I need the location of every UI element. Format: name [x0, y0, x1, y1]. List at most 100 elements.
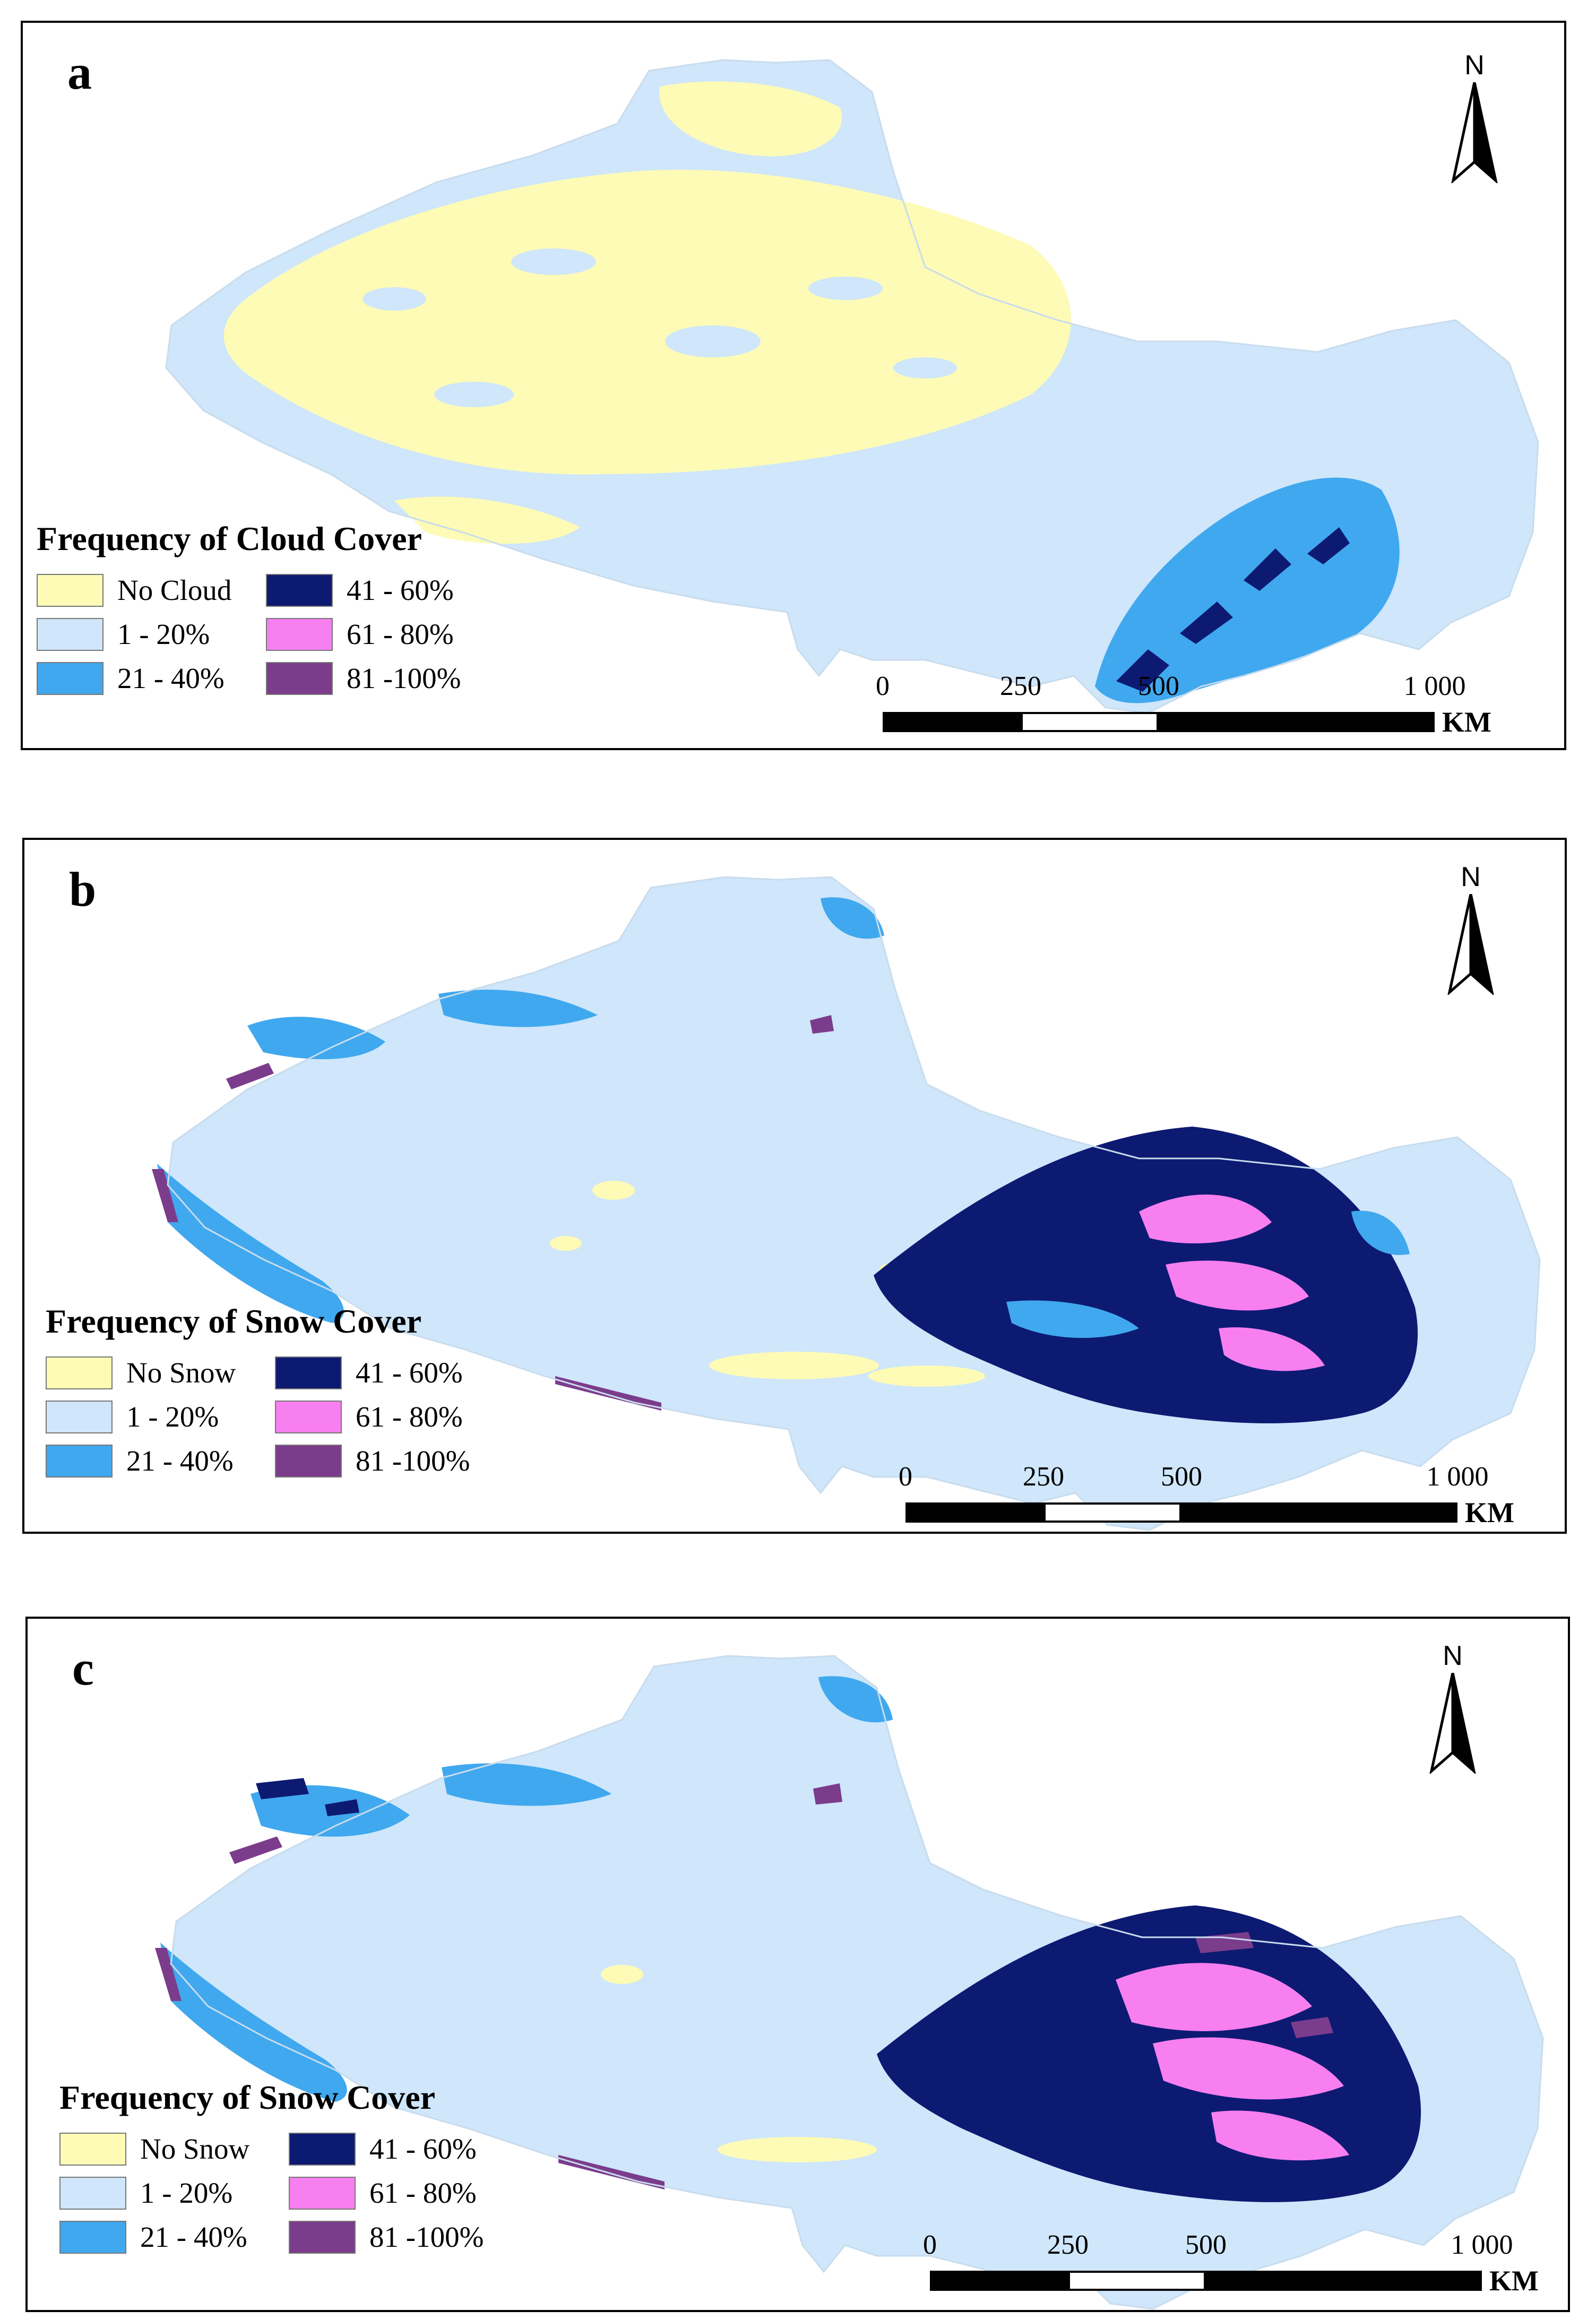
legend-item: 81 -100%	[266, 662, 489, 695]
scale-bar: 0 250 500 1 000 KM	[923, 2229, 1546, 2309]
map-panel-c: c N Frequency of Snow Cover No Snow 41 - …	[25, 1617, 1570, 2312]
no-cloud-regions	[223, 81, 1071, 544]
legend-title: Frequency of Cloud Cover	[37, 520, 422, 557]
legend-item: No Snow	[46, 1356, 275, 1389]
legend-label: 61 - 80%	[356, 1401, 463, 1433]
scale-unit: KM	[1442, 706, 1491, 738]
scattered-low-cloud	[363, 248, 957, 407]
scale-tick-label: 1 000	[1426, 1462, 1489, 1492]
legend-swatch	[59, 2220, 126, 2254]
scale-tick-label: 250	[1023, 1462, 1064, 1492]
legend-item: 61 - 80%	[289, 2176, 512, 2210]
legend-label: 61 - 80%	[369, 2177, 477, 2209]
legend-item: 41 - 60%	[275, 1356, 498, 1389]
legend-swatch	[37, 573, 103, 607]
legend-item: 41 - 60%	[289, 2132, 512, 2166]
legend-item: No Cloud	[37, 573, 266, 607]
legend-item: 21 - 40%	[46, 1444, 275, 1478]
panel-label: c	[72, 1641, 94, 1695]
north-arrow: N	[1424, 1640, 1482, 1774]
legend-label: 41 - 60%	[347, 574, 454, 606]
north-label: N	[1461, 862, 1481, 892]
legend-swatch	[275, 1444, 342, 1478]
north-arrow-icon	[1447, 894, 1494, 995]
scale-segment	[883, 712, 1021, 732]
scale-segment	[905, 1502, 1043, 1523]
dark-snow-north	[256, 1778, 359, 1816]
legend-label: 1 - 20%	[117, 618, 210, 650]
north-arrow-icon	[1451, 82, 1498, 183]
legend-swatch	[289, 2220, 356, 2254]
panel-label: a	[67, 45, 92, 99]
legend-item: 41 - 60%	[266, 573, 489, 607]
legend-swatch	[59, 2176, 126, 2210]
scale-unit: KM	[1465, 1497, 1514, 1528]
legend-swatch	[289, 2176, 356, 2210]
high-cloud-southeast	[1095, 477, 1400, 703]
legend: Frequency of Snow Cover No Snow 41 - 60% 1…	[59, 2078, 512, 2254]
legend-item: 61 - 80%	[266, 617, 489, 651]
legend-grid: No Snow 41 - 60% 1 - 20% 61 - 80% 21 - 40% 81…	[46, 1356, 498, 1478]
legend-label: 21 - 40%	[117, 662, 225, 694]
legend-item: 1 - 20%	[37, 617, 266, 651]
legend-item: 1 - 20%	[59, 2176, 289, 2210]
scale-tick-label: 500	[1185, 2230, 1227, 2260]
legend-title: Frequency of Snow Cover	[59, 2078, 436, 2116]
legend-swatch	[275, 1356, 342, 1389]
north-label: N	[1464, 50, 1485, 81]
scale-segment	[1206, 2271, 1482, 2291]
legend-label: No Cloud	[117, 574, 232, 606]
scale-tick-label: 0	[876, 671, 890, 701]
scale-segment	[1068, 2271, 1206, 2291]
north-arrow-icon	[1429, 1673, 1476, 1774]
scale-segment	[1159, 712, 1435, 732]
legend-swatch	[266, 662, 333, 695]
scale-tick-label: 250	[1000, 671, 1041, 701]
legend: Frequency of Cloud Cover No Cloud 41 - 60…	[37, 519, 489, 695]
scale-tick-label: 1 000	[1403, 671, 1466, 701]
legend-item: 21 - 40%	[59, 2220, 289, 2254]
legend-grid: No Cloud 41 - 60% 1 - 20% 61 - 80% 21 - 40% 8…	[37, 573, 489, 695]
scale-bar-segments	[905, 1502, 1457, 1523]
plateau-snow-map-c	[155, 1655, 1544, 2310]
legend-swatch	[46, 1444, 113, 1478]
panel-label: b	[69, 862, 97, 916]
legend-label: 1 - 20%	[126, 1401, 219, 1433]
scale-tick-label: 500	[1138, 671, 1179, 701]
scale-segment	[1043, 1502, 1181, 1523]
legend-label: 81 -100%	[356, 1445, 470, 1477]
north-arrow: N	[1442, 861, 1500, 995]
scale-segment	[930, 2271, 1068, 2291]
scale-tick-label: 0	[923, 2230, 937, 2260]
map-panel-a: a N Frequency of Cloud Cover No Cloud 41 …	[21, 21, 1566, 750]
legend-label: 41 - 60%	[356, 1356, 463, 1389]
scale-segment	[1021, 712, 1159, 732]
legend-swatch	[289, 2132, 356, 2166]
legend-swatch	[266, 617, 333, 651]
map-panel-b: b N Frequency of Snow Cover No Snow 41 - …	[22, 838, 1567, 1534]
legend-label: 61 - 80%	[347, 618, 454, 650]
legend-label: 21 - 40%	[126, 1445, 234, 1477]
high-snow-southeast	[877, 1905, 1421, 2202]
plateau-cloud-map	[165, 59, 1539, 714]
legend-item: 81 -100%	[275, 1444, 498, 1478]
legend-label: 81 -100%	[347, 662, 461, 694]
north-arrow: N	[1445, 49, 1504, 183]
scale-tick-label: 250	[1047, 2230, 1089, 2260]
legend-swatch	[59, 2132, 126, 2166]
legend-swatch	[46, 1400, 113, 1433]
scale-segment	[1181, 1502, 1457, 1523]
legend-item: 61 - 80%	[275, 1400, 498, 1433]
legend-swatch	[37, 617, 103, 651]
legend-label: 21 - 40%	[140, 2221, 247, 2253]
legend-item: 81 -100%	[289, 2220, 512, 2254]
scale-tick-label: 0	[899, 1462, 912, 1492]
legend-label: No Snow	[126, 1356, 236, 1389]
scale-bar-segments	[883, 712, 1435, 732]
legend-label: No Snow	[140, 2133, 250, 2165]
scale-bar-segments	[930, 2271, 1482, 2291]
scale-bar: 0 250 500 1 000 KM	[899, 1461, 1521, 1532]
legend-swatch	[266, 573, 333, 607]
scale-tick-label: 1 000	[1451, 2230, 1513, 2260]
scale-bar: 0 250 500 1 000 KM	[876, 671, 1498, 748]
